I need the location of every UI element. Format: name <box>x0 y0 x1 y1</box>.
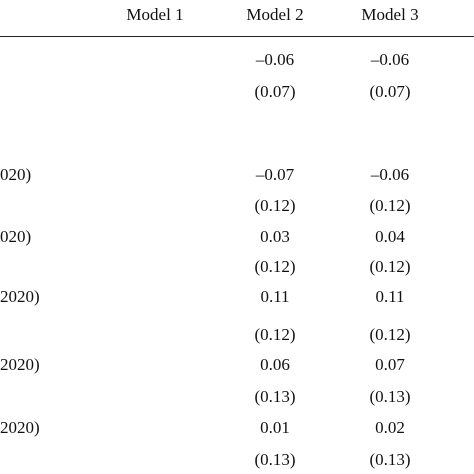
row-label: 2020) <box>0 355 40 374</box>
cell: 0.11 <box>260 287 290 306</box>
cell: 0.06 <box>260 355 290 374</box>
cell: 0.01 <box>260 418 290 437</box>
cell: (0.07) <box>369 82 411 101</box>
column-header: Model 2 <box>246 5 304 24</box>
row-label: 020) <box>0 165 32 184</box>
cell: –0.06 <box>370 50 410 69</box>
cell: (0.13) <box>369 450 411 469</box>
row-label: 2020) <box>0 287 40 306</box>
cell: (0.07) <box>254 82 296 101</box>
cell: (0.13) <box>254 387 296 406</box>
cell: (0.12) <box>254 257 296 276</box>
cell: (0.12) <box>369 325 411 344</box>
column-header: Model 1 <box>126 5 184 24</box>
cell: (0.12) <box>369 257 411 276</box>
cell: –0.06 <box>370 165 410 184</box>
header-rule <box>0 36 474 37</box>
cell: (0.13) <box>369 387 411 406</box>
cell: –0.06 <box>255 50 295 69</box>
row-label: 2020) <box>0 418 40 437</box>
cell: (0.12) <box>254 196 296 215</box>
column-header: Model 3 <box>361 5 419 24</box>
row-label: 020) <box>0 227 32 246</box>
cell: (0.12) <box>254 325 296 344</box>
cell: (0.13) <box>254 450 296 469</box>
cell: 0.04 <box>375 227 405 246</box>
cell: 0.07 <box>375 355 405 374</box>
cell: (0.12) <box>369 196 411 215</box>
cell: –0.07 <box>255 165 295 184</box>
cell: 0.02 <box>375 418 405 437</box>
cell: 0.03 <box>260 227 290 246</box>
cell: 0.11 <box>375 287 405 306</box>
